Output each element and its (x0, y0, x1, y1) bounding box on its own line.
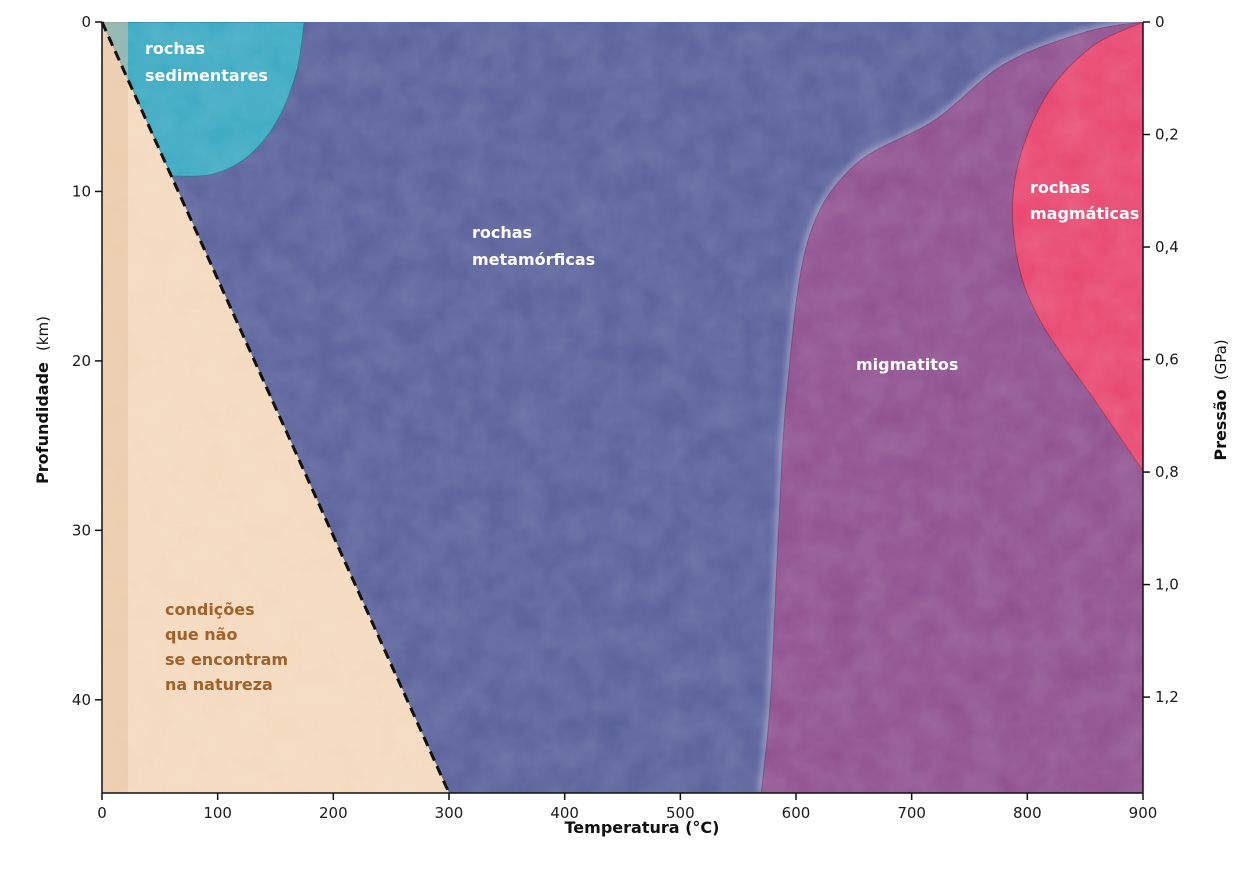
axes (101, 22, 1144, 794)
label-migmatitos: migmatitos (856, 355, 958, 374)
label-sem-natureza-line2: que não (165, 625, 237, 644)
y-right-tick-label: 0,4 (1155, 238, 1179, 256)
x-tick-label: 100 (203, 804, 232, 822)
label-metamorficas: rochas metamórficas (472, 223, 595, 269)
y-right-tick-label: 0,2 (1155, 126, 1179, 144)
label-sem-natureza-line1: condições (165, 600, 255, 619)
x-tick-label: 300 (435, 804, 464, 822)
label-magmaticas-line1: rochas (1030, 178, 1090, 197)
y-left-tick-label: 10 (72, 182, 91, 200)
nature-left-shade (102, 22, 128, 793)
label-sem-natureza-line3: se encontram (165, 650, 288, 669)
x-tick-label: 700 (897, 804, 926, 822)
y-left-axis-title-main: Profundidade (33, 362, 52, 484)
x-tick-label: 900 (1129, 804, 1158, 822)
y-right-tick-label: 0,8 (1155, 463, 1179, 481)
label-sedimentares: rochas sedimentares (145, 39, 268, 85)
y-left-tick-label: 20 (72, 352, 91, 370)
y-right-axis-title: Pressão (GPa) (1211, 339, 1230, 460)
label-magmaticas-line2: magmáticas (1030, 204, 1139, 223)
label-magmaticas: rochas magmáticas (1030, 178, 1139, 223)
y-left-axis-title-unit: (km) (34, 316, 52, 351)
y-left-tick-label: 0 (81, 13, 91, 31)
x-axis-title: Temperatura (°C) (565, 818, 720, 837)
label-metamorficas-line2: metamórficas (472, 250, 595, 269)
y-left-tick-label: 30 (72, 521, 91, 539)
x-tick-label: 800 (1013, 804, 1042, 822)
boundary-dashed-line (100, 21, 451, 794)
x-tick-label: 600 (782, 804, 811, 822)
y-left-axis-ticks: 0 10 20 30 40 (72, 13, 102, 709)
label-sem-natureza-line4: na natureza (165, 675, 273, 694)
label-sedimentares-line2: sedimentares (145, 66, 268, 85)
y-right-tick-label: 1,0 (1155, 576, 1179, 594)
x-tick-label: 500 (666, 804, 695, 822)
y-right-tick-label: 1,2 (1155, 688, 1179, 706)
y-right-tick-label: 0,6 (1155, 351, 1179, 369)
x-axis-ticks: 0 100 200 300 400 500 600 700 800 900 (97, 793, 1157, 822)
y-right-tick-label: 0 (1155, 13, 1165, 31)
label-sem-natureza: condições que não se encontram na nature… (165, 600, 294, 694)
y-left-axis-title: Profundidade (km) (33, 316, 52, 484)
x-tick-label: 0 (97, 804, 107, 822)
y-left-tick-label: 40 (72, 691, 91, 709)
y-right-axis-title-main: Pressão (1211, 389, 1230, 460)
label-migmatitos-line1: migmatitos (856, 355, 958, 374)
label-metamorficas-line1: rochas (472, 223, 532, 242)
y-right-axis-title-unit: (GPa) (1212, 339, 1230, 380)
label-sedimentares-line1: rochas (145, 39, 205, 58)
x-tick-label: 200 (319, 804, 348, 822)
y-right-axis-ticks: 0 0,2 0,4 0,6 0,8 1,0 1,2 (1143, 13, 1179, 706)
x-tick-label: 400 (550, 804, 579, 822)
